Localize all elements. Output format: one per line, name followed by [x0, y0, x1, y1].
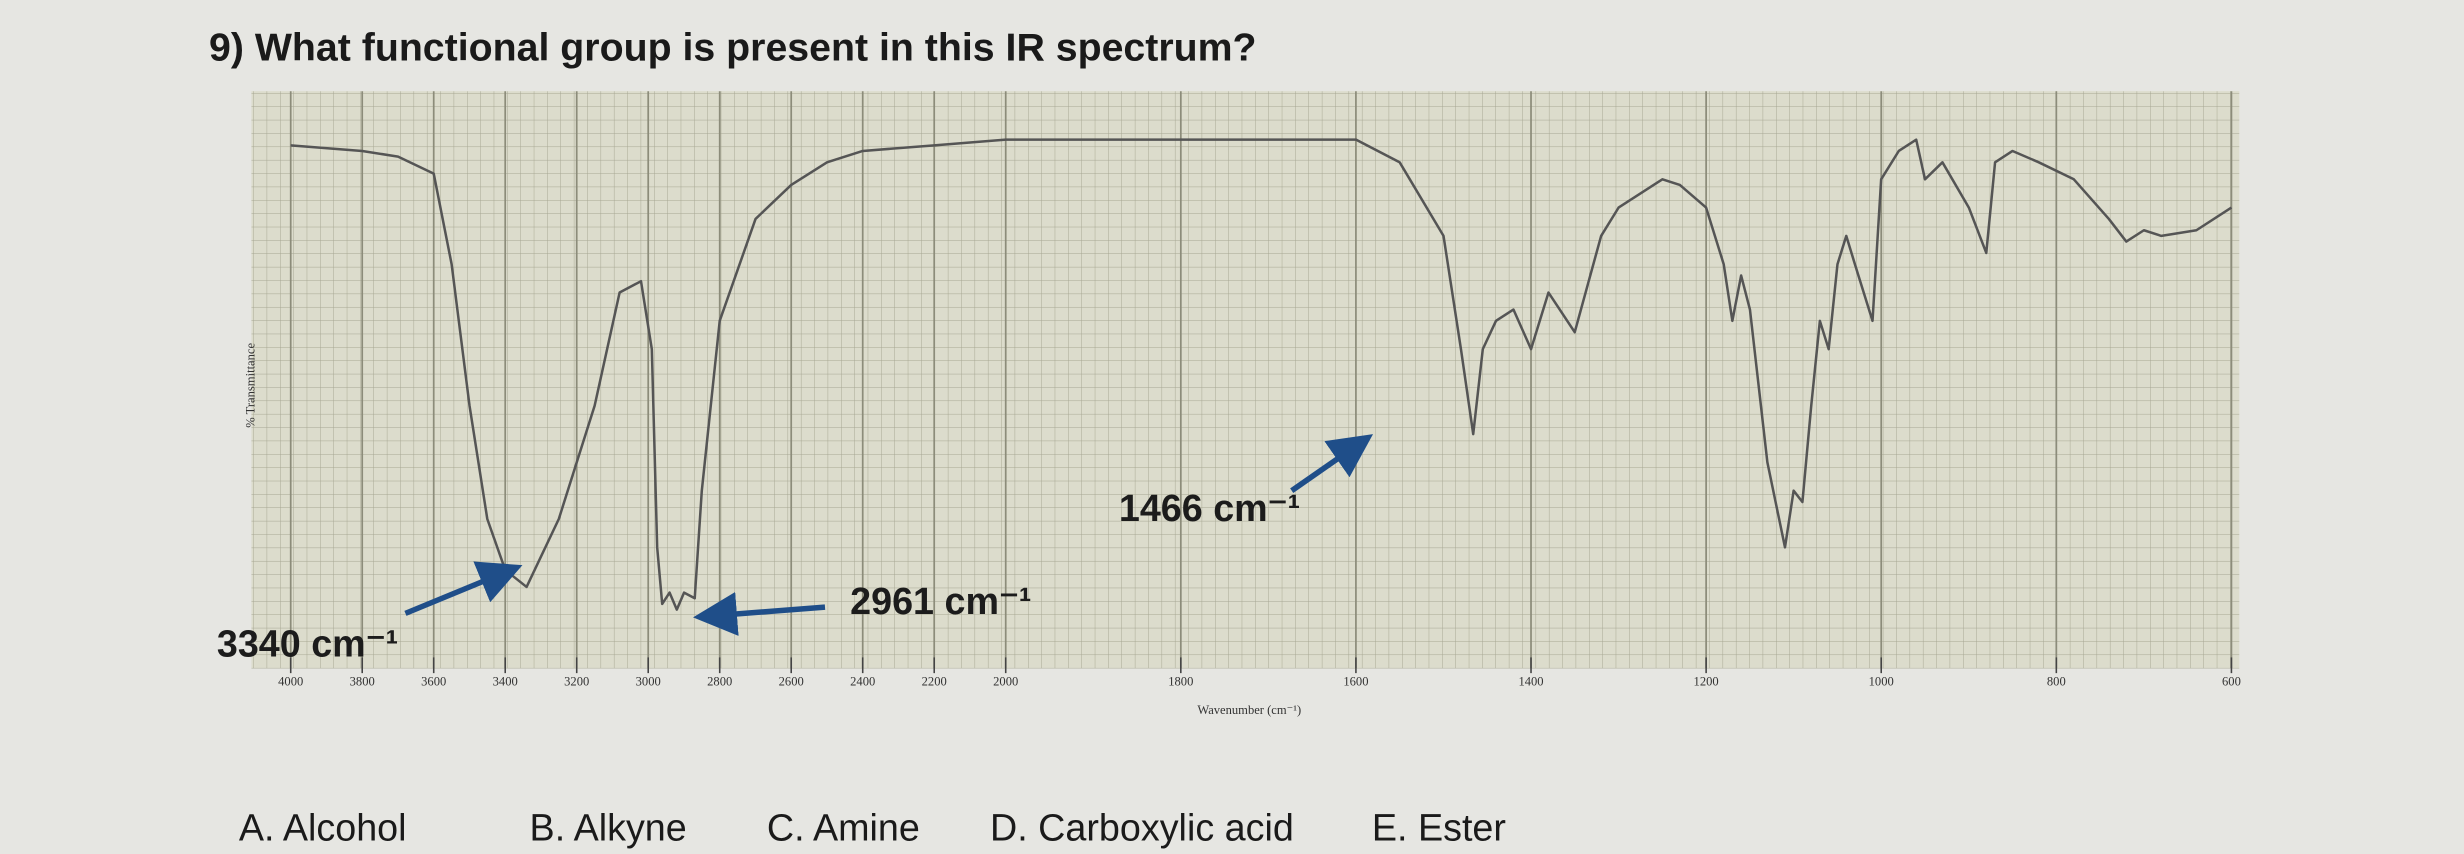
plot: 4000 3800 3600 3400 3200 3000 2800 2600 2400 2200… — [278, 91, 2241, 688]
x-tick-label: 4000 — [278, 674, 303, 688]
x-tick-label: 1200 — [1694, 674, 1719, 688]
x-tick-label: 800 — [2047, 674, 2066, 688]
x-tick-label: 1000 — [1869, 674, 1894, 688]
x-tick-label: 3800 — [350, 674, 375, 688]
arrow — [404, 561, 523, 616]
x-tick-label: 1400 — [1518, 674, 1543, 688]
annotation: 1466 cm⁻¹ — [1119, 487, 1300, 529]
arrow — [1290, 434, 1374, 493]
x-tick-label: 600 — [2222, 674, 2241, 688]
x-tick-label: 1800 — [1168, 674, 1193, 688]
x-tick-label: 2600 — [779, 674, 804, 688]
x-tick-label: 2400 — [850, 674, 875, 688]
x-tick-label: 3400 — [493, 674, 518, 688]
fine-grid — [251, 91, 2240, 669]
x-tick-label: 2200 — [922, 674, 947, 688]
choice: E. Ester — [1372, 806, 1506, 848]
choice: C. Amine — [767, 806, 920, 848]
question: 9) What functional group is present in t… — [209, 26, 1257, 70]
x-tick-label: 3000 — [636, 674, 661, 688]
choice: B. Alkyne — [530, 806, 687, 848]
y-axis-label: % Transmittance — [243, 342, 257, 427]
choices: A. Alcohol B. Alkyne C. Amine D. Carboxylic… — [239, 806, 1506, 848]
x-tick-label: 2000 — [993, 674, 1018, 688]
arrow — [693, 591, 826, 636]
choice: D. Carboxylic acid — [990, 806, 1294, 848]
x-tick-label: 1600 — [1343, 674, 1368, 688]
spectrum-line — [290, 138, 2233, 611]
x-tick-label: 2800 — [707, 674, 732, 688]
x-axis-label: Wavenumber (cm⁻¹) — [1197, 703, 1301, 717]
choice: A. Alcohol — [239, 806, 407, 848]
x-tick-label: 3600 — [421, 674, 446, 688]
x-tick-label: 3200 — [564, 674, 589, 688]
annotation: 3340 cm⁻¹ — [217, 622, 398, 664]
annotation: 2961 cm⁻¹ — [850, 580, 1031, 622]
